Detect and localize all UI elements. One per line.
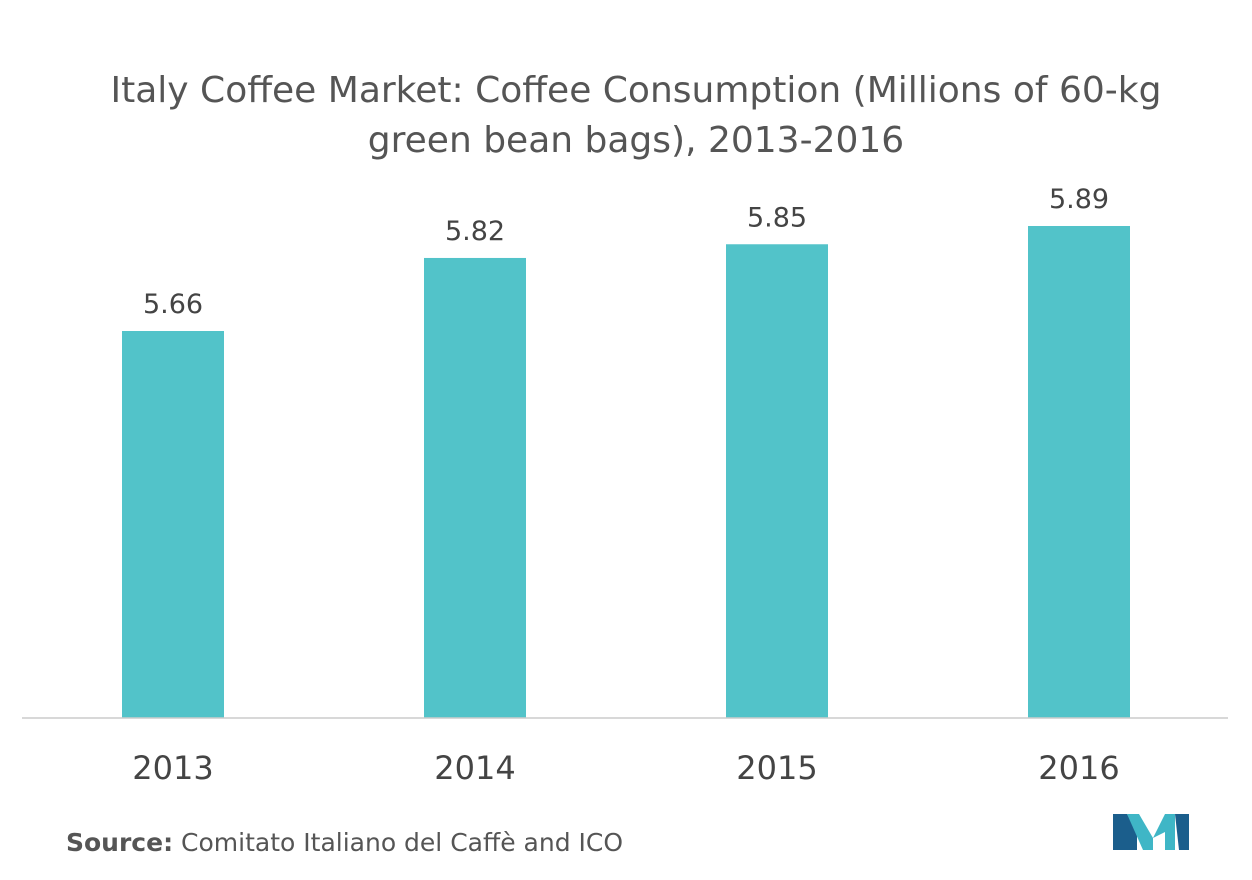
x-tick-label-2013: 2013 bbox=[132, 749, 213, 787]
data-label-2013: 5.66 bbox=[143, 289, 203, 320]
data-label-2016: 5.89 bbox=[1049, 184, 1109, 215]
mordor-intelligence-logo-icon bbox=[1113, 814, 1189, 850]
bar-2016 bbox=[1028, 226, 1130, 718]
data-label-2015: 5.85 bbox=[747, 202, 807, 233]
bars-group bbox=[122, 226, 1130, 718]
bar-2013 bbox=[122, 331, 224, 718]
source-label: Source: bbox=[66, 828, 174, 857]
x-tick-label-2014: 2014 bbox=[434, 749, 515, 787]
x-tick-label-2015: 2015 bbox=[736, 749, 817, 787]
chart-title: Italy Coffee Market: Coffee Consumption … bbox=[110, 70, 1162, 161]
labels-group: 5.66 2013 5.82 2014 5.85 2015 5.89 2016 bbox=[132, 184, 1119, 787]
source-note: Source: Comitato Italiano del Caffè and … bbox=[66, 828, 623, 857]
x-tick-label-2016: 2016 bbox=[1038, 749, 1119, 787]
source-text: Comitato Italiano del Caffè and ICO bbox=[181, 828, 624, 857]
bar-2014 bbox=[424, 257, 526, 718]
data-label-2014: 5.82 bbox=[445, 216, 505, 247]
bar-2015 bbox=[726, 244, 828, 718]
